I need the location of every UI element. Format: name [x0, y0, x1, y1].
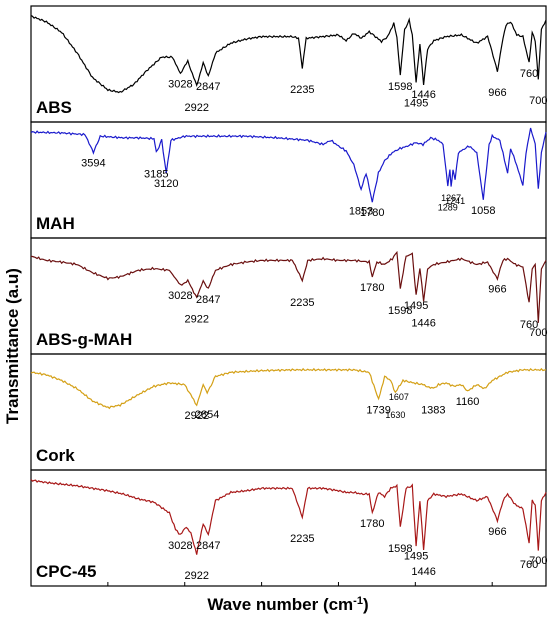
peak-label-mah-1241: 1241 — [445, 196, 465, 206]
peak-label-abs-760: 760 — [520, 68, 538, 80]
peak-label-abs-g-mah-700: 700 — [529, 327, 547, 339]
peak-label-abs-g-mah-2847: 2847 — [196, 294, 220, 306]
peak-label-mah-3120: 3120 — [154, 178, 178, 190]
peak-label-cpc-45-1495: 1495 — [404, 551, 428, 563]
sample-label-abs: ABS — [36, 98, 72, 117]
peak-label-cork-1160: 1160 — [456, 396, 480, 408]
peak-label-abs-2847: 2847 — [196, 81, 220, 93]
peak-label-abs-g-mah-760: 760 — [520, 319, 538, 331]
peak-label-cpc-45-3028: 3028 — [168, 540, 192, 552]
spectrum-line-cork — [30, 367, 547, 410]
sample-label-abs-g-mah: ABS-g-MAH — [36, 330, 132, 349]
peak-label-cpc-45-966: 966 — [488, 526, 506, 538]
peak-label-cork-1383: 1383 — [421, 405, 445, 417]
peak-label-abs-g-mah-1495: 1495 — [404, 300, 428, 312]
peak-label-mah-1780: 1780 — [360, 207, 384, 219]
peak-label-cork-1739: 1739 — [366, 404, 390, 416]
sample-label-mah: MAH — [36, 214, 75, 233]
peak-label-cpc-45-1598: 1598 — [388, 543, 412, 555]
peak-label-abs-1446: 1446 — [411, 89, 435, 101]
peak-label-abs-g-mah-2235: 2235 — [290, 297, 314, 309]
panel-frame-abs — [30, 5, 547, 123]
peak-label-abs-g-mah-1446: 1446 — [411, 317, 435, 329]
x-axis-title: Wave number (cm-1) — [207, 595, 368, 614]
spectrum-line-abs-g-mah — [30, 250, 547, 323]
peak-label-abs-700: 700 — [529, 95, 547, 107]
spectrum-line-abs — [30, 15, 547, 94]
peak-label-cpc-45-1780: 1780 — [360, 518, 384, 530]
peak-label-abs-g-mah-966: 966 — [488, 283, 506, 295]
spectrum-line-mah — [30, 127, 547, 203]
peak-label-abs-g-mah-2922: 2922 — [184, 313, 208, 325]
peak-label-abs-g-mah-1598: 1598 — [388, 305, 412, 317]
peak-label-cpc-45-2847: 2847 — [196, 540, 220, 552]
spectrum-line-cpc-45 — [30, 479, 547, 555]
peak-label-abs-966: 966 — [488, 87, 506, 99]
panel-frame-cork — [30, 353, 547, 471]
peak-label-abs-g-mah-1780: 1780 — [360, 282, 384, 294]
peak-label-cpc-45-2235: 2235 — [290, 533, 314, 545]
peak-label-cork-2854: 2854 — [195, 409, 219, 421]
peak-label-cork-1630: 1630 — [385, 410, 405, 420]
peak-label-abs-g-mah-3028: 3028 — [168, 290, 192, 302]
peak-label-abs-2235: 2235 — [290, 84, 314, 96]
y-axis-title: Transmittance (a.u) — [3, 268, 22, 424]
panel-frame-cpc-45 — [30, 469, 547, 587]
peak-label-cpc-45-760: 760 — [520, 559, 538, 571]
peak-label-mah-1853: 1853 — [349, 206, 373, 218]
peak-label-mah-3185: 3185 — [144, 169, 168, 181]
sample-label-cpc-45: CPC-45 — [36, 562, 96, 581]
peak-label-cork-1607: 1607 — [389, 392, 409, 402]
peak-label-abs-1598: 1598 — [388, 81, 412, 93]
sample-label-cork: Cork — [36, 446, 75, 465]
peak-label-cpc-45-2922: 2922 — [184, 570, 208, 582]
peak-label-cork-2922: 2922 — [184, 410, 208, 422]
peak-label-mah-1289: 1289 — [438, 202, 458, 212]
peak-label-mah-1058: 1058 — [471, 205, 495, 217]
peak-label-mah-1267: 1267 — [441, 193, 461, 203]
peak-label-mah-3594: 3594 — [81, 158, 105, 170]
peak-label-abs-3028: 3028 — [168, 79, 192, 91]
peak-label-abs-2922: 2922 — [184, 102, 208, 114]
peak-label-cpc-45-700: 700 — [529, 555, 547, 567]
peak-label-cpc-45-1446: 1446 — [411, 566, 435, 578]
peak-label-abs-1495: 1495 — [404, 98, 428, 110]
